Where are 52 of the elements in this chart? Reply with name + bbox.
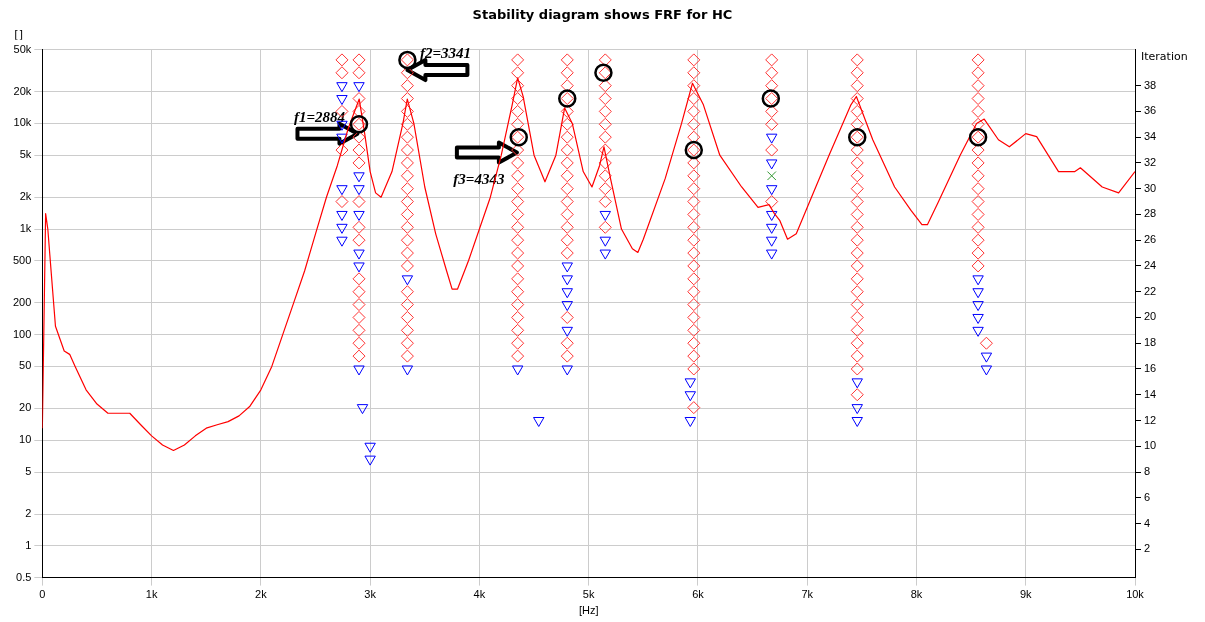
x-tick-label: 0 xyxy=(39,588,46,601)
y-tick-label: 100 xyxy=(12,327,32,340)
y2-tick-label: 30 xyxy=(1144,181,1157,194)
y-axis-title: [] xyxy=(14,27,23,41)
x-tick-label: 10k xyxy=(1126,588,1145,601)
annotation: f2=3341 xyxy=(419,44,471,61)
y-tick-label: 50 xyxy=(19,359,32,372)
x-tick-label: 2k xyxy=(255,588,268,601)
y2-tick-label: 34 xyxy=(1144,130,1157,143)
y2-tick-label: 26 xyxy=(1144,233,1157,246)
y-tick-label: 0.5 xyxy=(16,570,32,583)
y2-tick-label: 16 xyxy=(1144,362,1157,375)
y2-axis-title: Iteration xyxy=(1141,49,1188,63)
y2-tick-label: 2 xyxy=(1144,542,1151,555)
y2-tick-label: 28 xyxy=(1144,207,1157,220)
y-tick-label: 2k xyxy=(19,190,32,203)
y-tick-label: 500 xyxy=(12,253,32,266)
y-tick-label: 10k xyxy=(13,116,32,129)
y2-tick-label: 38 xyxy=(1144,78,1157,91)
x-axis-title: [Hz] xyxy=(578,604,599,617)
y-tick-label: 5 xyxy=(25,465,32,478)
y-tick-label: 20k xyxy=(13,84,32,97)
y-tick-label: 50k xyxy=(13,42,32,55)
y2-tick-label: 4 xyxy=(1144,516,1151,529)
x-tick-label: 5k xyxy=(582,588,595,601)
chart-title: Stability diagram shows FRF for HC xyxy=(472,7,733,23)
x-tick-label: 3k xyxy=(364,588,377,601)
y2-tick-label: 10 xyxy=(1144,439,1157,452)
y2-tick-label: 24 xyxy=(1144,258,1157,271)
y2-tick-label: 14 xyxy=(1144,387,1157,400)
y-tick-label: 1 xyxy=(25,538,32,551)
y2-tick-label: 6 xyxy=(1144,490,1151,503)
y-tick-label: 20 xyxy=(19,401,32,414)
y2-tick-label: 20 xyxy=(1144,310,1157,323)
y-tick-label: 2 xyxy=(25,507,32,520)
y-tick-label: 5k xyxy=(19,148,32,161)
y2-tick-label: 36 xyxy=(1144,104,1157,117)
x-tick-label: 6k xyxy=(692,588,705,601)
x-tick-label: 9k xyxy=(1019,588,1033,601)
y2-tick-label: 12 xyxy=(1144,413,1157,426)
y2-tick-label: 8 xyxy=(1144,465,1151,478)
y-tick-label: 10 xyxy=(19,433,32,446)
y-tick-label: 1k xyxy=(19,222,32,235)
x-tick-label: 7k xyxy=(801,588,814,601)
x-tick-label: 1k xyxy=(145,588,158,601)
y2-tick-label: 18 xyxy=(1144,336,1157,349)
y2-tick-label: 22 xyxy=(1144,284,1157,297)
y-tick-label: 200 xyxy=(12,295,32,308)
x-tick-label: 8k xyxy=(910,588,923,601)
annotation: f1=2884 xyxy=(293,108,346,125)
y2-tick-label: 32 xyxy=(1144,155,1157,168)
x-tick-label: 4k xyxy=(473,588,486,601)
